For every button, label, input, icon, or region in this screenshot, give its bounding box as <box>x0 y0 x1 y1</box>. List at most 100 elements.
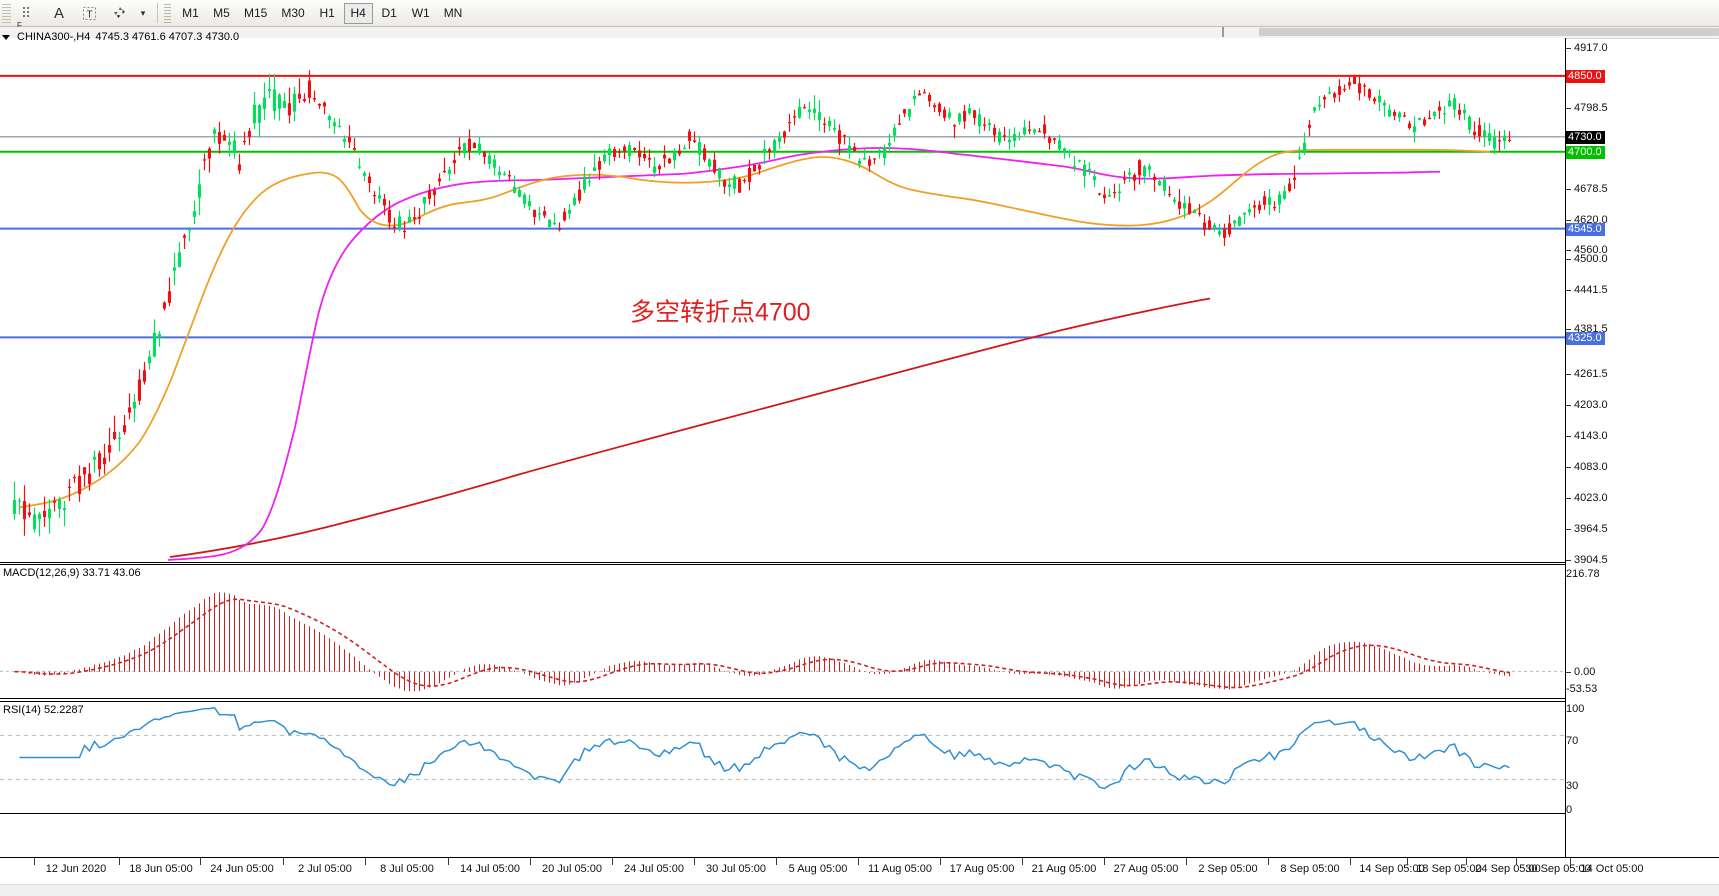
time-axis-separator <box>200 858 201 865</box>
macd-histogram <box>24 592 1510 692</box>
axis-tick-4678: 4678.5 <box>1566 183 1608 195</box>
time-axis-separator <box>1022 858 1023 865</box>
macd-tick-zero: 0.00 <box>1566 666 1595 678</box>
time-axis-separator <box>34 858 35 865</box>
time-axis-separator <box>858 858 859 865</box>
symbol-ohlc-values: 4745.3 4761.6 4707.3 4730.0 <box>95 31 240 43</box>
toolbar-grip-handle[interactable] <box>2 3 11 23</box>
symbol-name: CHINA300-,H4 <box>17 31 91 43</box>
time-axis-separator <box>119 858 120 865</box>
time-axis-separator <box>448 858 449 865</box>
rsi-line <box>19 706 1510 790</box>
symbol-ohlc-bar: CHINA300-,H4 4745.3 4761.6 4707.3 4730.0 <box>0 30 239 44</box>
text-a-icon[interactable]: A <box>53 4 64 22</box>
time-axis-separator <box>283 858 284 865</box>
time-axis-separator <box>940 858 941 865</box>
axis-tick-4441: 4441.5 <box>1566 284 1608 296</box>
axis-tick-3964: 3964.5 <box>1566 523 1608 535</box>
time-axis-separator <box>612 858 613 865</box>
time-axis-label: 2 Sep 05:00 <box>1198 863 1258 875</box>
main-toolbar: F A T ▾ M1 M5 M15 M30 H1 H4 D1 W1 MN <box>0 0 1719 30</box>
time-axis-separator <box>694 858 695 865</box>
scrollbar-thumb[interactable] <box>1259 28 1719 36</box>
chart-menu-caret-icon[interactable] <box>2 34 10 40</box>
chart-area[interactable]: 多空转折点4700 MACD(12,26,9) 33.71 43.06 RSI(… <box>0 38 1719 895</box>
period-d1[interactable]: D1 <box>381 6 397 20</box>
objects-icon[interactable] <box>105 1 133 25</box>
rsi-canvas <box>0 706 1565 790</box>
time-axis-label: 8 Jul 05:00 <box>380 863 434 875</box>
price-pane[interactable]: 多空转折点4700 <box>0 38 1565 563</box>
rsi-label: RSI(14) 52.2287 <box>3 704 84 716</box>
rsi-pane[interactable]: RSI(14) 52.2287 <box>0 701 1565 814</box>
axis-tick-4083: 4083.0 <box>1566 461 1608 473</box>
support-tag-4325[interactable]: 4325.0 <box>1566 332 1605 345</box>
time-axis-separator <box>530 858 531 865</box>
time-axis-label: 11 Aug 05:00 <box>867 863 933 875</box>
period-mn[interactable]: MN <box>443 6 463 20</box>
objects-glyph <box>114 7 125 18</box>
macd-label: MACD(12,26,9) 33.71 43.06 <box>3 567 141 579</box>
axis-tick-4203: 4203.0 <box>1566 399 1608 411</box>
dropdown-arrow-icon[interactable]: ▾ <box>140 7 146 18</box>
last-price-tag-4730[interactable]: 4730.0 <box>1566 131 1605 144</box>
time-axis-label: 24 Sep 05:00 <box>1475 863 1541 875</box>
period-h4[interactable]: H4 <box>343 2 373 24</box>
support-tag-4545[interactable]: 4545.0 <box>1566 223 1605 236</box>
crosshair-glyph <box>23 7 29 17</box>
rsi-tick-70: 70 <box>1566 735 1579 747</box>
support-tag-4700[interactable]: 4700.0 <box>1566 146 1605 159</box>
price-axis[interactable]: 4917.0 4798.5 4678.5 4620.0 4560.0 4500.… <box>1565 38 1719 895</box>
time-axis-separator <box>1350 858 1351 865</box>
crosshair-f-icon[interactable]: F <box>15 1 43 30</box>
time-axis-label: 14 Oct 05:00 <box>1580 863 1644 875</box>
rsi-tick-30: 30 <box>1566 780 1579 792</box>
time-axis-separator <box>1466 858 1467 865</box>
axis-tick-4261: 4261.5 <box>1566 368 1608 380</box>
period-h1[interactable]: H1 <box>319 6 335 20</box>
macd-tick-max: 216.78 <box>1566 568 1600 580</box>
scroll-position-marker <box>1222 27 1224 37</box>
time-axis-label: 2 Jul 05:00 <box>298 863 352 875</box>
bottom-status-strip <box>0 884 1719 896</box>
time-axis-separator <box>1268 858 1269 865</box>
axis-tick-4798: 4798.5 <box>1566 102 1608 114</box>
period-m1[interactable]: M1 <box>182 6 199 20</box>
time-axis-label: 24 Jul 05:00 <box>624 863 684 875</box>
text-label-icon[interactable]: T <box>75 1 103 25</box>
toolbar-divider <box>157 3 158 23</box>
period-m30[interactable]: M30 <box>281 6 305 20</box>
time-axis-label: 30 Jul 05:00 <box>706 863 766 875</box>
rsi-tick-0: 0 <box>1566 804 1573 816</box>
period-selector: M1 M5 M15 M30 H1 H4 D1 W1 MN <box>175 0 469 27</box>
text-label-glyph: T <box>82 6 96 20</box>
time-axis-label: 14 Sep 05:00 <box>1359 863 1425 875</box>
time-axis-label: 12 Jun 2020 <box>45 863 107 875</box>
axis-tick-4917: 4917.0 <box>1566 42 1608 54</box>
candlestick-series <box>12 70 1512 537</box>
period-m5[interactable]: M5 <box>213 6 230 20</box>
macd-signal-line <box>14 598 1510 689</box>
time-axis-label: 20 Jul 05:00 <box>542 863 602 875</box>
time-axis-separator <box>1186 858 1187 865</box>
time-axis-label: 8 Sep 05:00 <box>1280 863 1340 875</box>
time-axis-label: 30 Sep 05:00 <box>1525 863 1591 875</box>
time-axis-label: 24 Jun 05:00 <box>210 863 274 875</box>
period-w1[interactable]: W1 <box>411 6 430 20</box>
time-axis-label: 18 Jun 05:00 <box>129 863 193 875</box>
ma-fast-orange-path <box>19 148 1491 508</box>
macd-pane[interactable]: MACD(12,26,9) 33.71 43.06 <box>0 564 1565 699</box>
resistance-tag-4850[interactable]: 4850.0 <box>1566 70 1605 83</box>
price-chart-canvas: 多空转折点4700 <box>0 70 1565 561</box>
time-axis-label: 14 Jul 05:00 <box>460 863 520 875</box>
macd-canvas <box>0 592 1565 692</box>
axis-tick-4143: 4143.0 <box>1566 430 1608 442</box>
time-axis-label: 17 Aug 05:00 <box>949 863 1015 875</box>
rsi-tick-100: 100 <box>1566 703 1585 715</box>
ma-slow-red-path <box>169 297 1211 558</box>
time-axis-separator <box>1570 858 1571 865</box>
period-m15[interactable]: M15 <box>244 6 268 20</box>
time-axis-separator <box>1104 858 1105 865</box>
period-bar-grip-handle[interactable] <box>164 3 171 23</box>
axis-tick-4500: 4500.0 <box>1566 253 1608 265</box>
